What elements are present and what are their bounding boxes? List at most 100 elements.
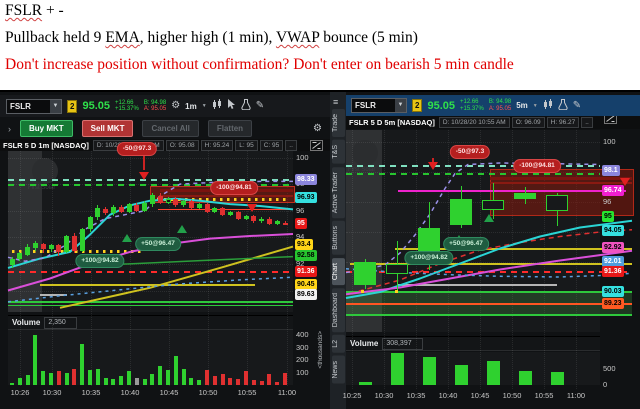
volume-value: 2,350: [44, 316, 77, 329]
signal-dot: [360, 290, 364, 294]
gridline-h: [8, 290, 293, 292]
account-badge[interactable]: 2: [67, 99, 78, 113]
volume-bar: [212, 376, 217, 385]
left-chart-toolbar: FSLR ▼ 2 95.05 +12.66 +15.37% B: 94.98 A…: [0, 95, 330, 117]
volume-bar: [64, 372, 69, 385]
ohlc-cell: D: 10/28/20 10:55 AM: [438, 117, 510, 128]
buy-arrow-icon: [177, 225, 187, 233]
sidebar-tab-news[interactable]: News: [332, 355, 345, 384]
volume-bar: [111, 378, 116, 385]
candle: [118, 206, 124, 213]
candle: [450, 199, 472, 225]
candle: [354, 262, 376, 285]
chart-type-icon[interactable]: [212, 99, 222, 113]
chart-type-icon[interactable]: [543, 98, 553, 113]
price-axis-label: 94: [296, 232, 305, 242]
note-text: , higher high (1 min),: [139, 29, 276, 46]
timeframe-button[interactable]: 1m: [185, 101, 197, 111]
sell-arrow-icon: [428, 162, 438, 170]
note-text: + -: [42, 2, 64, 19]
sidebar-tab-dashboard[interactable]: Dashboard: [332, 287, 345, 333]
expand-chevron-icon[interactable]: ›: [8, 123, 11, 134]
trade-marker-line: [143, 155, 145, 170]
volume-bar: [17, 377, 22, 385]
volume-bar: [220, 373, 225, 385]
volume-bar: [173, 356, 178, 385]
level-line: [346, 172, 600, 175]
cancel-all-button[interactable]: Cancel All: [142, 120, 199, 137]
candle: [204, 204, 210, 213]
buy-arrow-icon: [122, 234, 132, 242]
sidebar-tab-trade[interactable]: Trade: [332, 109, 345, 138]
underlined-term: FSLR: [5, 2, 43, 19]
drawing-tools-icon[interactable]: ✎: [255, 100, 265, 111]
change-block: +12.66 +15.37%: [115, 100, 139, 113]
volume-bar: [390, 352, 404, 385]
buy-mkt-button[interactable]: Buy MKT: [20, 120, 73, 137]
order-settings-gear-icon[interactable]: ⚙: [313, 122, 322, 134]
level-line: [8, 301, 293, 304]
sidebar-tab-chart[interactable]: Chart: [332, 257, 345, 285]
volume-label: Volume: [12, 318, 41, 327]
price-badge: 94.05: [602, 225, 624, 237]
time-axis-label: 10:35: [406, 391, 426, 400]
time-axis-label: 11:00: [277, 388, 297, 397]
sidebar-tab-active-trader[interactable]: Active Trader: [332, 166, 345, 218]
sidebar-tab-t-s[interactable]: T&S: [332, 140, 345, 164]
ask: A: 95.05: [488, 105, 512, 112]
volume-bar: [88, 370, 92, 385]
price-badge: 98.33: [295, 173, 317, 185]
candle: [546, 194, 568, 211]
volume-label: Volume: [350, 339, 379, 348]
studies-flask-icon[interactable]: [558, 98, 568, 113]
sidebar-tab-l2[interactable]: L2: [332, 335, 345, 353]
drawing-tools-icon[interactable]: ✎: [572, 99, 582, 111]
candle: [165, 198, 171, 203]
cursor-icon[interactable]: [227, 99, 236, 113]
time-axis-label: 10:55: [534, 391, 554, 400]
candle: [220, 208, 226, 215]
left-chart-mode-icon[interactable]: [310, 140, 323, 151]
flatten-button[interactable]: Flatten: [207, 120, 253, 137]
volume-bar: [10, 383, 14, 385]
volume-bar: [197, 380, 202, 385]
timeframe-button[interactable]: 5m: [516, 101, 528, 110]
sell-mkt-button[interactable]: Sell MKT: [81, 120, 134, 137]
level-line: [346, 165, 600, 167]
level-line: [490, 176, 632, 180]
volume-bar: [80, 343, 85, 385]
symbol-text: FSLR: [355, 101, 376, 110]
underlined-term: EMA: [105, 29, 140, 46]
volume-bar: [142, 378, 147, 385]
price-badge: 89.63: [295, 289, 317, 301]
ask: A: 95.05: [143, 106, 167, 112]
change-pct: +15.37%: [114, 106, 139, 112]
price-axis-label: 96: [296, 205, 305, 215]
gear-icon[interactable]: ⚙: [171, 100, 181, 111]
gridline-h: [346, 142, 600, 143]
sidebar-tab-buttons[interactable]: Buttons: [332, 220, 345, 255]
note-line-2: Pullback held 9 EMA, higher high (1 min)…: [5, 29, 637, 47]
symbol-dropdown-icon[interactable]: ▼: [395, 99, 406, 112]
studies-flask-icon[interactable]: [241, 99, 251, 113]
trade-bubble: +100@94.82: [404, 251, 454, 265]
symbol-input[interactable]: FSLR ▼: [351, 98, 407, 113]
ohlc-cell: C: 95: [259, 139, 284, 151]
candle: [274, 221, 280, 224]
chevron-down-icon: ▼: [201, 103, 207, 109]
price-badge: 93.4: [295, 239, 313, 251]
candle: [103, 209, 109, 214]
level-line: [12, 250, 142, 254]
symbol-dropdown-icon[interactable]: ▼: [50, 99, 61, 113]
volume-bar: [150, 373, 155, 385]
symbol-input[interactable]: FSLR ▼: [6, 98, 62, 114]
candle: [79, 229, 85, 251]
volume-bar: [251, 380, 256, 385]
gridline-v: [352, 130, 353, 389]
sidebar-menu-icon[interactable]: ≡: [333, 97, 339, 107]
sidebar-tabs: Trade T&S Active Trader Buttons Chart Dashboa…: [331, 109, 346, 384]
ohlc-cell: O: 96.09: [511, 117, 545, 128]
chevron-down-icon: ▼: [532, 102, 538, 109]
price-badge: 98.1: [602, 164, 620, 176]
account-badge[interactable]: 2: [412, 99, 423, 112]
